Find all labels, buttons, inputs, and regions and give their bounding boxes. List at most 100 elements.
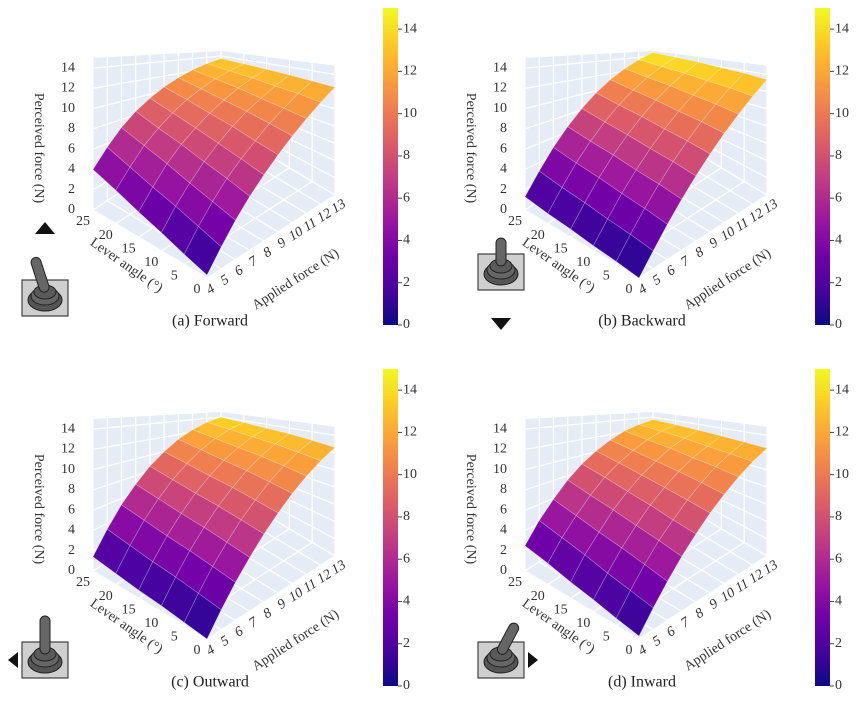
colorbar-tick-label: 4 (835, 233, 842, 248)
z-tick-label: 4 (68, 523, 75, 538)
colorbar-tick-label: 10 (835, 106, 849, 121)
z-tick-label: 8 (68, 482, 75, 497)
x-tick-label: 9 (275, 235, 289, 251)
joystick-icon (478, 621, 538, 678)
colorbar-tick-label: 12 (403, 64, 417, 79)
x-tick-label: 4 (636, 643, 650, 659)
y-tick-label: 10 (144, 255, 158, 270)
colorbar-tick-label: 8 (835, 509, 842, 524)
z-tick-label: 6 (500, 502, 507, 517)
caption: (a) Forward (172, 313, 248, 330)
z-tick-label: 4 (68, 162, 75, 177)
z-tick-label: 0 (68, 202, 75, 217)
x-tick-label: 4 (204, 643, 218, 659)
colorbar-tick-label: 0 (403, 678, 410, 693)
caption: (b) Backward (598, 313, 686, 330)
x-tick-label: 8 (261, 606, 275, 622)
x-tick-label: 5 (650, 633, 664, 649)
colorbar-tick-label: 10 (835, 467, 849, 482)
x-tick-label: 6 (664, 263, 678, 279)
joystick-icon (22, 222, 68, 316)
y-tick-label: 5 (603, 269, 610, 284)
z-tick-label: 8 (68, 121, 75, 136)
x-tick-label: 9 (707, 596, 721, 612)
x-axis-title: Applied force (N) (682, 607, 775, 674)
colorbar-tick-label: 2 (835, 636, 842, 651)
z-tick-label: 0 (500, 563, 507, 578)
x-tick-label: 6 (664, 624, 678, 640)
y-tick-label: 25 (76, 575, 90, 590)
colorbar-tick-label: 14 (403, 382, 417, 397)
x-tick-label: 5 (218, 272, 232, 288)
colorbar-tick-label: 10 (403, 467, 417, 482)
colorbar-tick-label: 12 (403, 425, 417, 440)
z-tick-label: 2 (68, 182, 75, 197)
x-tick-label: 6 (232, 263, 246, 279)
x-tick-label: 6 (232, 624, 246, 640)
colorbar-tick-label: 6 (835, 190, 842, 205)
z-tick-label: 8 (500, 482, 507, 497)
colorbar-tick-label: 8 (403, 148, 410, 163)
y-tick-label: 5 (171, 630, 178, 645)
colorbar-tick-label: 14 (403, 21, 417, 36)
y-tick-label: 0 (626, 643, 633, 658)
y-tick-label: 5 (171, 269, 178, 284)
figure: 45678910111213051015202502468101214Appli… (0, 0, 860, 724)
z-tick-label: 8 (500, 121, 507, 136)
y-tick-label: 10 (576, 616, 590, 631)
z-axis-title: Perceived force (N) (463, 93, 478, 204)
colorbar (383, 8, 398, 325)
x-tick-label: 7 (247, 614, 262, 631)
y-tick-label: 25 (508, 575, 522, 590)
colorbar-tick-label: 4 (835, 594, 842, 609)
colorbar-tick-label: 4 (403, 233, 410, 248)
z-axis-title: Perceived force (N) (31, 454, 46, 565)
colorbar (815, 369, 830, 686)
colorbar-tick-label: 2 (403, 275, 410, 290)
z-tick-label: 10 (61, 101, 75, 116)
y-tick-label: 10 (576, 255, 590, 270)
x-tick-label: 4 (636, 282, 650, 298)
z-tick-label: 12 (61, 442, 75, 457)
z-tick-label: 14 (493, 421, 507, 436)
z-tick-label: 10 (493, 462, 507, 477)
z-tick-label: 4 (500, 162, 507, 177)
z-tick-label: 10 (493, 101, 507, 116)
joystick-icon (478, 238, 524, 330)
z-tick-label: 12 (61, 81, 75, 96)
z-tick-label: 14 (61, 60, 75, 75)
colorbar-tick-label: 14 (835, 21, 849, 36)
y-tick-label: 25 (508, 214, 522, 229)
y-tick-label: 25 (76, 214, 90, 229)
z-axis-title: Perceived force (N) (463, 454, 478, 565)
y-tick-label: 10 (144, 616, 158, 631)
z-tick-label: 6 (68, 502, 75, 517)
z-tick-label: 2 (68, 543, 75, 558)
colorbar-tick-label: 8 (403, 509, 410, 524)
x-axis-title: Applied force (N) (250, 246, 343, 313)
y-tick-label: 0 (194, 282, 201, 297)
z-tick-label: 14 (61, 421, 75, 436)
colorbar-tick-label: 14 (835, 382, 849, 397)
x-tick-label: 8 (693, 606, 707, 622)
colorbar-tick-label: 12 (835, 64, 849, 79)
x-tick-label: 4 (204, 282, 218, 298)
caption: (d) Inward (608, 674, 676, 691)
x-tick-label: 13 (329, 197, 349, 217)
z-tick-label: 12 (493, 81, 507, 96)
colorbar-tick-label: 0 (835, 678, 842, 693)
x-tick-label: 7 (679, 614, 694, 631)
colorbar-tick-label: 2 (403, 636, 410, 651)
x-tick-label: 7 (679, 253, 694, 270)
colorbar-tick-label: 10 (403, 106, 417, 121)
colorbar-tick-label: 2 (835, 275, 842, 290)
z-tick-label: 2 (500, 543, 507, 558)
colorbar (383, 369, 398, 686)
colorbar-tick-label: 12 (835, 425, 849, 440)
colorbar-tick-label: 0 (403, 317, 410, 332)
z-tick-label: 4 (500, 523, 507, 538)
x-tick-label: 8 (693, 245, 707, 261)
colorbar-tick-label: 4 (403, 594, 410, 609)
x-tick-label: 9 (275, 596, 289, 612)
x-tick-label: 13 (761, 558, 781, 578)
